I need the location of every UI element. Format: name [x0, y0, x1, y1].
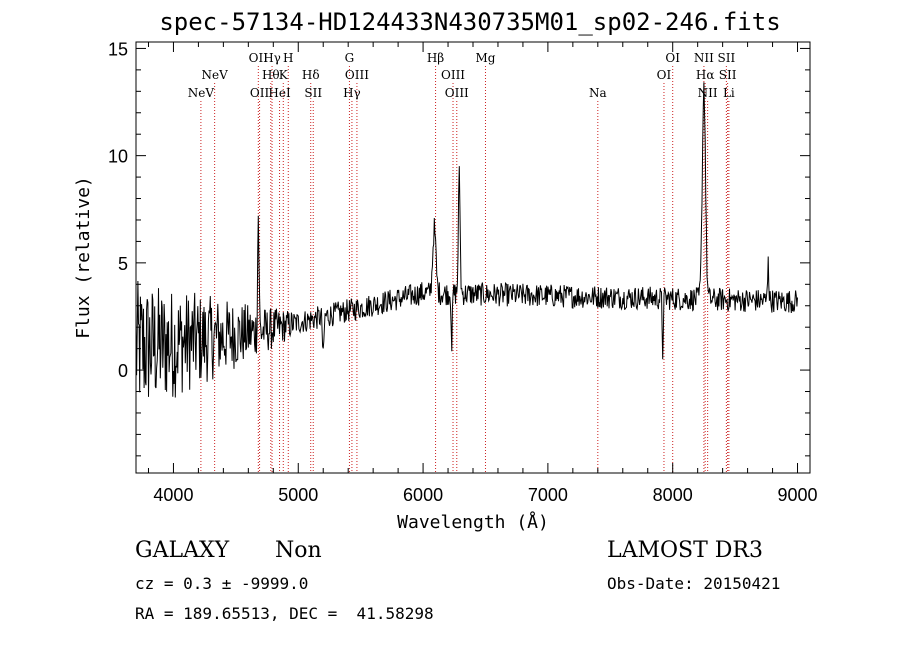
- plot-frame: [135, 41, 811, 474]
- emission-line-label: OIII: [445, 86, 469, 100]
- x-tick-label: 6000: [403, 485, 443, 505]
- x-tick-label: 9000: [777, 485, 817, 505]
- emission-line-label: OIII: [345, 68, 369, 82]
- y-axis-label: Flux (relative): [73, 176, 94, 339]
- emission-line-label: Hδ: [302, 68, 320, 82]
- chart-title: spec-57134-HD124433N430735M01_sp02-246.f…: [159, 8, 781, 36]
- emission-line-label: SII: [304, 86, 322, 100]
- y-tick-label: 15: [108, 39, 128, 59]
- emission-line-label: Mg: [475, 51, 495, 65]
- redshift-cz: cz = 0.3 ± -9999.0: [135, 574, 309, 593]
- emission-line-label: H: [283, 51, 293, 65]
- survey-name: LAMOST DR3: [607, 538, 763, 563]
- spectrum-series-line: [135, 82, 798, 398]
- coordinates: RA = 189.65513, DEC = 41.58298: [135, 604, 434, 623]
- x-axis-ticks: 4000 5000 6000 7000 8000 9000: [147, 42, 818, 505]
- emission-line-label: Li: [723, 86, 735, 100]
- emission-line-label: NeV: [188, 86, 215, 100]
- y-tick-label: 5: [118, 254, 128, 274]
- x-axis-label: Wavelength (Å): [397, 511, 549, 533]
- obs-date: Obs-Date: 20150421: [607, 574, 781, 593]
- x-tick-label: 4000: [153, 485, 193, 505]
- emission-line-label: Hγ: [343, 86, 361, 100]
- emission-line-label: Na: [589, 86, 607, 100]
- emission-line-label: Hβ: [427, 51, 444, 65]
- emission-line-label: OI: [665, 51, 680, 65]
- emission-line-label: OIII: [441, 68, 465, 82]
- object-class: GALAXY: [135, 538, 230, 563]
- emission-line-label: Hθ: [262, 68, 280, 82]
- x-tick-label: 5000: [278, 485, 318, 505]
- emission-line-labels: NeV NeV OII OII Hθ Hγ HeI HK Hδ SII G OIII Hγ Hβ OIII O…: [188, 51, 737, 100]
- emission-line-markers: [200, 66, 730, 473]
- x-tick-label: 8000: [653, 485, 693, 505]
- emission-line-label: HeI: [268, 86, 291, 100]
- emission-line-label: NeV: [201, 68, 228, 82]
- object-subclass: Non: [275, 538, 322, 563]
- emission-line-label: Hγ: [263, 51, 281, 65]
- emission-line-label: OII: [250, 86, 270, 100]
- emission-line-label: OII: [249, 51, 269, 65]
- y-axis-ticks: 0 5 10 15: [108, 39, 810, 457]
- emission-line-label: NII: [694, 51, 714, 65]
- emission-line-label: Hα: [696, 68, 715, 82]
- emission-line-label: G: [345, 51, 355, 65]
- emission-line-label: SII: [718, 51, 736, 65]
- emission-line-label: SII: [719, 68, 737, 82]
- y-tick-label: 10: [108, 147, 128, 167]
- emission-line-label: K: [279, 68, 289, 82]
- emission-line-label: OI: [657, 68, 672, 82]
- emission-line-label: NII: [698, 86, 718, 100]
- x-tick-label: 7000: [528, 485, 568, 505]
- y-tick-label: 0: [118, 361, 128, 381]
